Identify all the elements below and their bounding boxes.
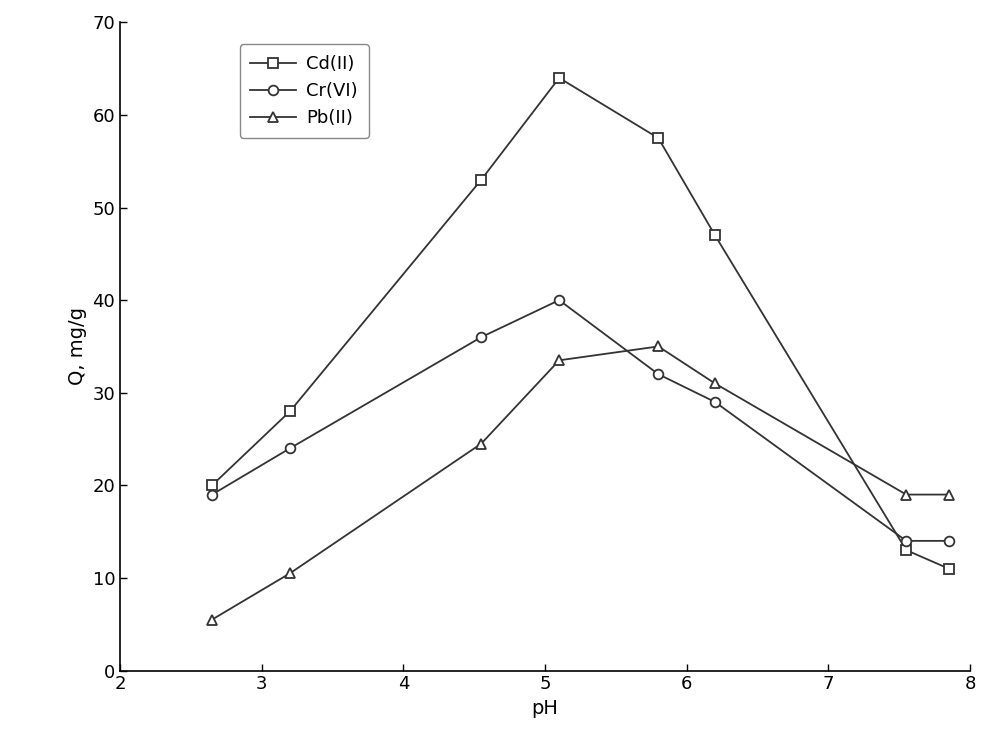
Pb(II)	[475, 440, 487, 448]
Pb(II)	[206, 615, 218, 624]
Pb(II)	[943, 490, 955, 499]
Cd(II)	[206, 481, 218, 489]
Cr(VI)	[709, 398, 721, 407]
Cr(VI)	[284, 444, 296, 453]
Cd(II)	[284, 407, 296, 416]
Pb(II)	[284, 569, 296, 578]
Y-axis label: Q, mg/g: Q, mg/g	[68, 308, 87, 385]
Pb(II)	[900, 490, 912, 499]
X-axis label: pH: pH	[532, 699, 558, 718]
Cr(VI)	[206, 490, 218, 499]
Cd(II)	[652, 133, 664, 142]
Cr(VI)	[553, 296, 565, 305]
Pb(II)	[553, 356, 565, 365]
Cd(II)	[709, 231, 721, 240]
Cr(VI)	[943, 536, 955, 545]
Cd(II)	[943, 564, 955, 573]
Cd(II)	[475, 175, 487, 184]
Cr(VI)	[900, 536, 912, 545]
Pb(II)	[652, 342, 664, 351]
Cd(II)	[553, 74, 565, 83]
Legend: Cd(II), Cr(VI), Pb(II): Cd(II), Cr(VI), Pb(II)	[240, 45, 369, 138]
Line: Cd(II): Cd(II)	[207, 73, 954, 574]
Cr(VI)	[652, 370, 664, 378]
Line: Pb(II): Pb(II)	[207, 341, 954, 624]
Pb(II)	[709, 379, 721, 388]
Cd(II)	[900, 545, 912, 554]
Line: Cr(VI): Cr(VI)	[207, 295, 954, 546]
Cr(VI)	[475, 333, 487, 342]
